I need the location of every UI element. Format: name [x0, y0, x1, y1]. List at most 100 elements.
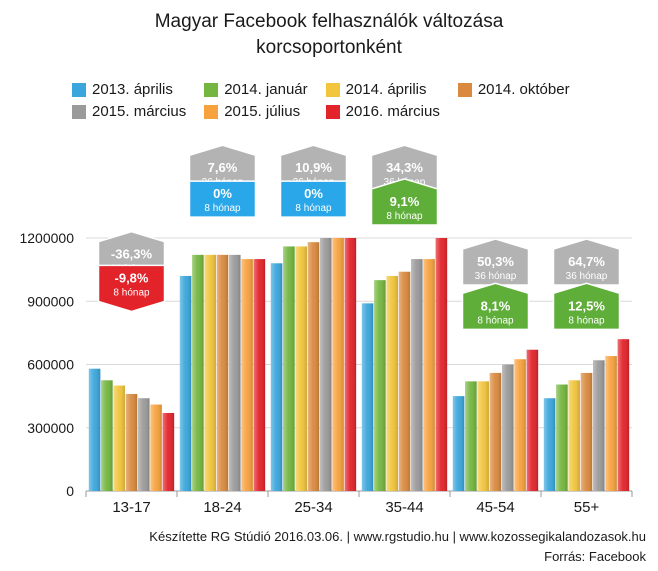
legend-label: 2014. október — [477, 81, 570, 98]
legend-item: 2014. október — [457, 80, 570, 100]
callout-shape — [188, 180, 257, 218]
growth-callout: 0% 8 hónap — [279, 180, 348, 218]
bar-shine — [605, 356, 617, 491]
bar-shine — [568, 380, 580, 491]
legend-label: 2013. április — [92, 81, 173, 98]
x-tick-label: 45-54 — [476, 499, 514, 516]
y-tick-label: 1200000 — [19, 230, 74, 246]
callout-value: -9,8% — [115, 270, 149, 285]
callout-period: 36 hónap — [566, 271, 608, 282]
bar-shine — [477, 381, 489, 491]
bar-shine — [192, 254, 204, 491]
bar-shine — [295, 246, 307, 491]
callout-shape — [552, 282, 621, 331]
legend-item: 2015. július — [204, 102, 307, 122]
legend-label: 2014. április — [345, 81, 427, 98]
callout-shape — [552, 238, 621, 286]
callout-value: 7,6% — [208, 160, 238, 175]
bar-shine — [332, 238, 344, 491]
bar-shine — [398, 271, 411, 491]
callout-period: 8 hónap — [568, 315, 605, 326]
bar-shine — [526, 349, 539, 491]
bar-shine — [617, 339, 630, 491]
legend-swatch — [204, 105, 219, 119]
bar-shine — [423, 259, 435, 491]
legend-item: 2014. január — [204, 80, 308, 100]
bar-shine — [320, 238, 332, 491]
y-tick-label: 900000 — [27, 293, 74, 309]
callout-value: 8,1% — [481, 298, 511, 313]
bar-shine — [229, 254, 241, 491]
bar-shine — [465, 381, 477, 491]
bar-shine — [113, 385, 125, 491]
callout-value: 9,1% — [390, 194, 420, 209]
bar-shine — [374, 280, 386, 491]
callout-period: 8 hónap — [295, 203, 332, 214]
bar-shine — [580, 372, 593, 491]
bar-shine — [88, 368, 101, 491]
bar-shine — [556, 384, 568, 491]
bar-shine — [283, 246, 295, 491]
callout-shape — [279, 180, 348, 218]
legend-swatch — [457, 83, 472, 97]
footer-source: Forrás: Facebook — [544, 549, 646, 564]
legend-label: 2016. március — [345, 103, 440, 120]
bar-shine — [514, 359, 526, 491]
bar-shine — [138, 398, 150, 491]
bar-shine — [204, 254, 216, 491]
legend-label: 2014. január — [224, 81, 308, 98]
bar-shine — [270, 263, 283, 491]
x-tick-label: 35-44 — [385, 499, 423, 516]
callout-value: 0% — [213, 186, 232, 201]
callout-period: 8 hónap — [386, 211, 423, 222]
footer-credit: Készítette RG Stúdió 2016.03.06. | www.r… — [149, 529, 646, 544]
callout-value: -36,3% — [111, 247, 153, 262]
bar-shine — [435, 238, 448, 491]
callout-shape — [370, 144, 439, 192]
callout-value: 12,5% — [568, 298, 605, 313]
bar-shine — [253, 259, 266, 491]
bar-shine — [502, 364, 514, 491]
x-tick-label: 18-24 — [203, 499, 241, 516]
bar-shine — [216, 254, 229, 491]
callout-shape — [97, 264, 166, 313]
legend-swatch — [325, 105, 340, 119]
growth-callout: 8,1% 8 hónap — [461, 282, 530, 331]
bar-shine — [179, 275, 192, 491]
x-tick-label: 25-34 — [294, 499, 332, 516]
legend-item: 2016. március — [325, 102, 440, 122]
bar-shine — [489, 372, 502, 491]
bar-shine — [386, 275, 398, 491]
bar-shine — [150, 404, 162, 491]
growth-callout: 50,3% 36 hónap — [461, 238, 530, 286]
bar-shine — [452, 396, 465, 491]
x-tick-label: 13-17 — [112, 499, 150, 516]
legend-item: 2015. március — [72, 102, 186, 122]
legend-item: 2014. április — [325, 80, 440, 100]
legend-swatch — [325, 83, 340, 97]
callout-period: 8 hónap — [477, 315, 514, 326]
growth-callout: -9,8% 8 hónap — [97, 264, 166, 313]
callout-shape — [370, 178, 439, 226]
y-tick-label: 300000 — [27, 420, 74, 436]
callout-period: 8 hónap — [204, 203, 241, 214]
bar-shine — [307, 242, 320, 491]
chart-title-line1: Magyar Facebook felhasználók változása — [154, 11, 504, 32]
legend-label: 2015. március — [92, 103, 187, 120]
bar-chart: 0 300000 600000 900000 1200000 13-17 18-24 25-3… — [19, 144, 633, 516]
chart-legend: 2013. április 2014. január 2014. április 20… — [72, 80, 652, 122]
growth-callout: 64,7% 36 hónap — [552, 238, 621, 286]
x-tick-label: 55+ — [574, 499, 600, 516]
y-tick-label: 0 — [66, 483, 74, 499]
legend-swatch — [72, 83, 86, 97]
legend-label: 2015. július — [224, 103, 301, 120]
legend-swatch — [204, 83, 219, 97]
bar-shine — [241, 259, 253, 491]
y-tick-label: 600000 — [27, 357, 74, 373]
callout-shape — [461, 238, 530, 286]
growth-callout: 0% 8 hónap — [188, 180, 257, 218]
bar-shine — [543, 398, 556, 491]
bar-shine — [411, 259, 423, 491]
bar-shine — [125, 394, 138, 491]
callout-value: 0% — [304, 186, 323, 201]
